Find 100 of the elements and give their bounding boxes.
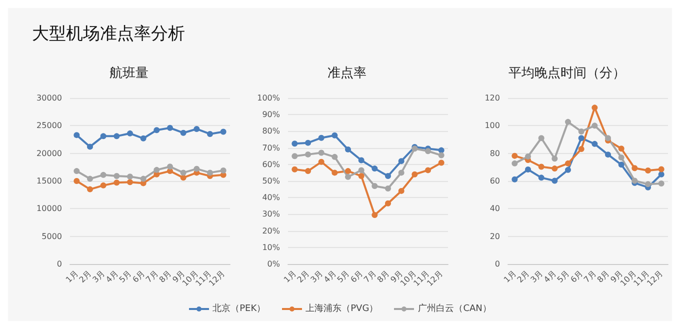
point [358, 173, 364, 180]
y-tick-label: 30% [262, 210, 280, 219]
point [385, 173, 391, 180]
point [207, 170, 213, 176]
point [318, 158, 324, 165]
point [127, 130, 133, 136]
point [140, 135, 146, 142]
y-tick-label: 20% [262, 226, 280, 236]
point [658, 166, 664, 172]
point [565, 166, 571, 173]
legend-label: 北京（PEK） [212, 302, 266, 315]
point [552, 178, 558, 184]
x-tick-label: 4月 [104, 268, 120, 284]
point [512, 160, 518, 166]
x-tick-label: 1月 [282, 268, 298, 284]
point [180, 170, 186, 176]
point [305, 168, 311, 174]
y-tick-label: 0 [494, 260, 500, 268]
point [425, 167, 431, 174]
y-tick-label: 120 [484, 94, 500, 102]
point [578, 135, 584, 142]
point [512, 176, 518, 182]
y-tick-label: 50% [262, 176, 280, 186]
x-tick-label: 3月 [528, 268, 545, 284]
y-tick-label: 30000 [36, 94, 62, 102]
point [645, 167, 651, 174]
point [167, 164, 173, 170]
point [345, 174, 351, 180]
legend-label: 上海浦东（PVG） [306, 302, 378, 315]
point [87, 144, 93, 150]
chart-title: 大型机场准点率分析 [32, 23, 185, 45]
point [358, 157, 364, 164]
point [207, 130, 213, 137]
point [538, 135, 544, 142]
x-tick-label: 1月 [502, 268, 518, 284]
y-tick-label: 100% [257, 94, 280, 102]
point [592, 140, 598, 147]
point [658, 180, 664, 186]
point [398, 158, 404, 164]
x-tick-label: 7月 [582, 268, 598, 284]
point [525, 154, 531, 160]
chart-subtitle: 航班量 [110, 66, 148, 81]
x-tick-label: 2月 [296, 268, 312, 284]
point [332, 132, 338, 138]
y-tick-label: 100 [484, 121, 500, 130]
point [220, 167, 226, 174]
point [220, 128, 226, 135]
y-tick-label: 0% [267, 260, 280, 268]
chart-subtitle: 平均晚点时间（分） [508, 66, 626, 81]
point [372, 212, 378, 218]
point [100, 172, 106, 178]
point [345, 168, 351, 174]
x-tick-label: 3月 [90, 268, 107, 284]
point [538, 174, 544, 181]
point [578, 146, 584, 152]
point [127, 179, 133, 186]
y-tick-label: 10% [262, 242, 280, 252]
y-tick-label: 60% [262, 160, 280, 169]
point [127, 174, 133, 180]
legend-label: 广州白云（CAN） [418, 302, 492, 315]
point [180, 130, 186, 136]
point [318, 150, 324, 156]
point [438, 160, 444, 166]
x-tick-label: 5月 [336, 268, 352, 284]
x-tick-label: 6月 [568, 268, 585, 284]
point [100, 133, 106, 140]
point [318, 134, 324, 141]
point [552, 156, 558, 162]
point [565, 118, 571, 125]
point [578, 128, 584, 134]
point [114, 173, 120, 180]
point [305, 140, 311, 146]
point [658, 171, 664, 178]
point [565, 160, 571, 166]
chart-subtitle: 准点率 [328, 65, 366, 81]
x-tick-label: 5月 [556, 268, 572, 284]
point [618, 162, 624, 168]
y-tick-label: 40 [490, 204, 500, 214]
point [385, 200, 391, 206]
y-tick-label: 10000 [36, 204, 62, 214]
point [592, 122, 598, 129]
point [154, 127, 160, 134]
point [632, 165, 638, 172]
point [140, 176, 146, 182]
point [74, 178, 80, 184]
y-tick-label: 0 [56, 260, 62, 268]
point [512, 152, 518, 159]
point [398, 170, 404, 176]
point [332, 170, 338, 176]
x-tick-label: 8月 [376, 268, 392, 284]
x-tick-label: 3月 [308, 268, 325, 284]
x-tick-label: 7月 [144, 268, 160, 284]
point [292, 153, 298, 160]
point [538, 164, 544, 170]
point [114, 180, 120, 186]
point [87, 176, 93, 182]
y-tick-label: 20000 [36, 148, 62, 158]
point [645, 181, 651, 188]
point [305, 151, 311, 158]
x-tick-label: 2月 [78, 268, 94, 284]
